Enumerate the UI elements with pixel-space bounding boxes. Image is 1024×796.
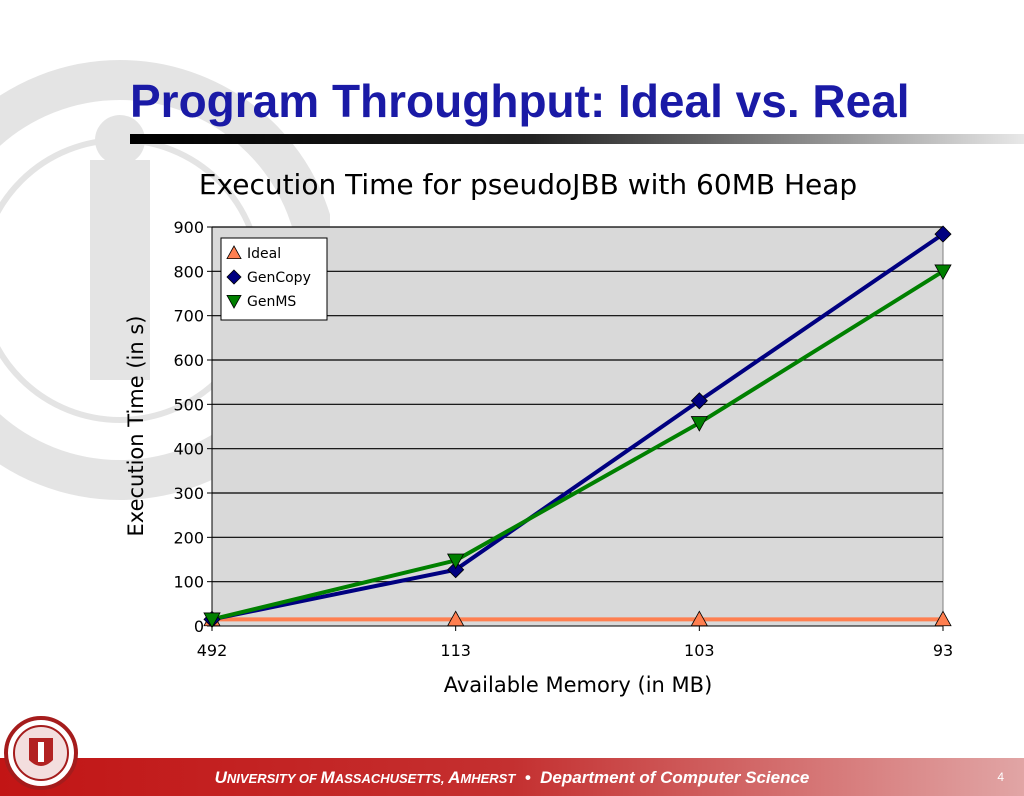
y-tick-label: 400 bbox=[173, 440, 204, 459]
x-tick-label: 113 bbox=[440, 641, 471, 660]
footer-separator: • bbox=[524, 768, 531, 787]
plot-area bbox=[211, 226, 944, 627]
data-point-gencopy bbox=[690, 392, 708, 410]
y-tick-label: 100 bbox=[173, 573, 204, 592]
data-point-ideal bbox=[690, 610, 709, 627]
series-line-gencopy bbox=[211, 232, 945, 622]
slide-title: Program Throughput: Ideal vs. Real bbox=[130, 75, 910, 127]
y-tick-label: 800 bbox=[173, 262, 204, 281]
x-tick-label: 103 bbox=[684, 641, 715, 660]
footer-univ-part1: NIVERSITY OF bbox=[226, 771, 321, 786]
y-tick-label: 500 bbox=[173, 395, 204, 414]
y-tick-label: 300 bbox=[173, 484, 204, 503]
legend-item-genms: GenMS bbox=[226, 294, 296, 310]
umass-seal-logo bbox=[4, 716, 78, 790]
y-axis-label: Execution Time (in s) bbox=[124, 316, 148, 537]
data-point-ideal bbox=[934, 610, 952, 627]
x-tick-label: 492 bbox=[197, 641, 228, 660]
y-tick-label: 700 bbox=[173, 307, 204, 326]
legend-marker-ideal bbox=[226, 245, 242, 259]
footer-univ-part2: ASSACHUSETTS, bbox=[334, 771, 449, 786]
footer-univ-initial-a: A bbox=[448, 768, 461, 787]
series-lines bbox=[211, 232, 945, 622]
legend-label-genms: GenMS bbox=[247, 294, 296, 310]
data-point-genms bbox=[203, 612, 221, 629]
legend-label-ideal: Ideal bbox=[247, 246, 281, 262]
footer-bar: UNIVERSITY OF MASSACHUSETTS, AMHERST • D… bbox=[0, 758, 1024, 796]
y-axis-ticks: 0 100 200 300 400 500 600 700 800 900 bbox=[173, 218, 213, 636]
chart-title: Execution Time for pseudoJBB with 60MB H… bbox=[199, 168, 857, 201]
x-axis-label: Available Memory (in MB) bbox=[444, 673, 713, 697]
footer-univ-part3: MHERST bbox=[460, 771, 516, 786]
slide-number: 4 bbox=[997, 770, 1004, 784]
legend-item-ideal: Ideal bbox=[226, 245, 281, 262]
data-point-gencopy bbox=[447, 561, 465, 579]
data-point-gencopy bbox=[934, 225, 952, 243]
y-tick-label: 900 bbox=[173, 218, 204, 237]
legend-item-gencopy: GenCopy bbox=[226, 269, 311, 286]
y-tick-label: 0 bbox=[194, 617, 204, 636]
legend-label-gencopy: GenCopy bbox=[247, 270, 311, 286]
y-tick-label: 200 bbox=[173, 528, 204, 547]
line-chart: Execution Time for pseudoJBB with 60MB H… bbox=[124, 168, 953, 697]
legend-marker-gencopy bbox=[226, 269, 242, 285]
series-line-genms bbox=[211, 269, 945, 622]
legend-marker-genms bbox=[226, 295, 242, 309]
data-point-genms bbox=[446, 553, 465, 570]
footer-affiliation: UNIVERSITY OF MASSACHUSETTS, AMHERST • D… bbox=[0, 768, 1024, 788]
footer-department: Department of Computer Science bbox=[540, 768, 810, 787]
legend: Ideal GenCopy GenMS bbox=[220, 237, 328, 321]
y-tick-label: 600 bbox=[173, 351, 204, 370]
x-axis-ticks: 492 113 103 93 bbox=[197, 625, 953, 660]
data-point-ideal bbox=[446, 610, 465, 627]
footer-univ-initial-m: M bbox=[320, 768, 335, 787]
title-rule bbox=[130, 134, 1024, 144]
footer-univ-initial-u: U bbox=[214, 768, 227, 787]
x-tick-label: 93 bbox=[933, 641, 953, 660]
data-point-genms bbox=[690, 416, 709, 432]
series-markers bbox=[203, 225, 952, 629]
data-point-genms bbox=[934, 264, 952, 281]
